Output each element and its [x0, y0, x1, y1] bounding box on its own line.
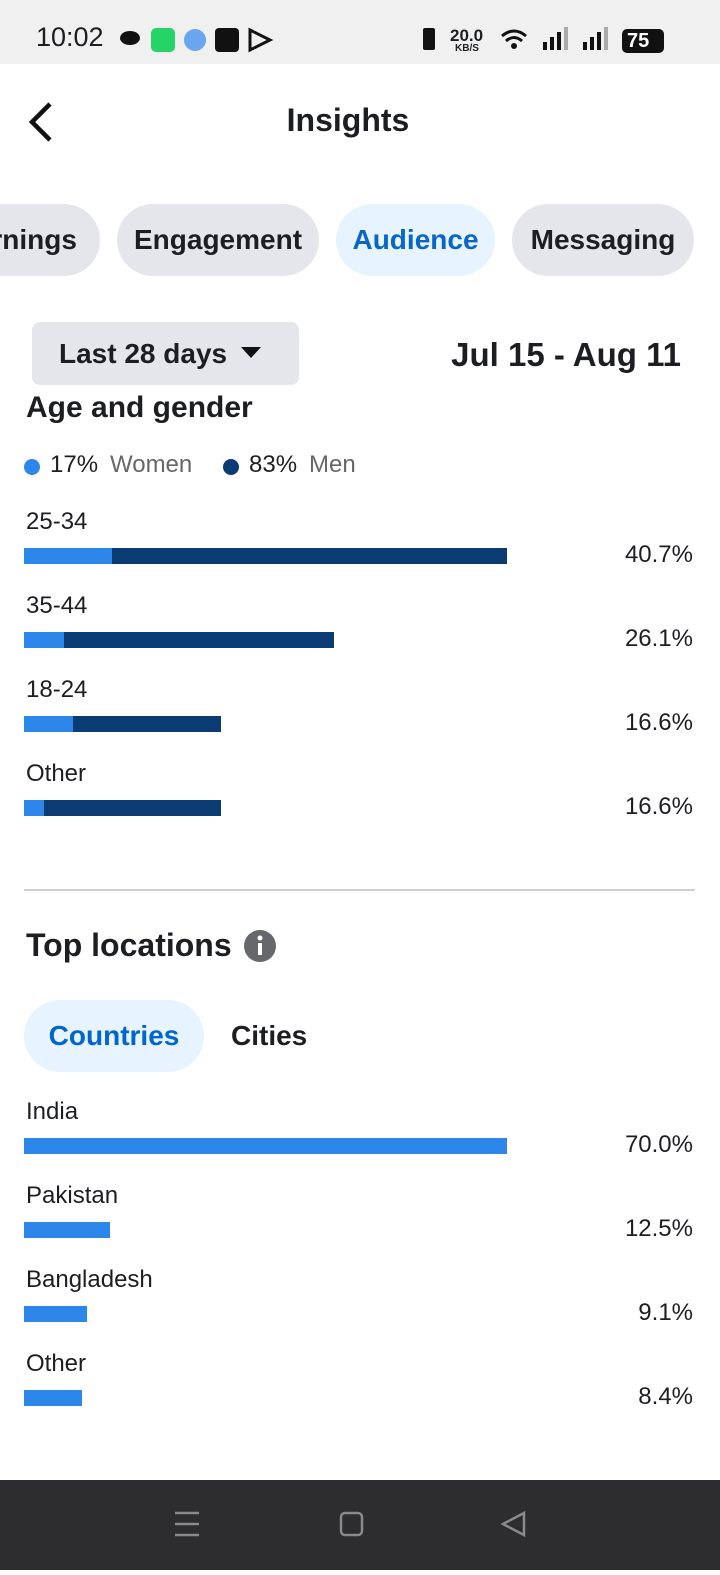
tab[interactable]: Engagement: [117, 204, 319, 276]
net-speed: 20.0: [450, 26, 484, 45]
location-tab[interactable]: Countries: [24, 1000, 204, 1072]
bar-women: [24, 632, 65, 648]
bar: [24, 1306, 87, 1322]
status-bar: 10:02 20.0 KB/S 75: [0, 0, 720, 64]
system-icons: [423, 27, 608, 50]
row-label: India: [26, 1098, 79, 1125]
bar: [24, 632, 334, 648]
row-label: Bangladesh: [26, 1266, 153, 1293]
bar: [24, 800, 221, 816]
row-label: 18-24: [26, 676, 88, 703]
tab-active[interactable]: Audience: [336, 204, 495, 276]
battery: 75: [622, 29, 664, 53]
value-label: 70.0%: [624, 1131, 693, 1158]
header: Insights Earnings Engagement Audience Me…: [0, 64, 720, 395]
bar-women: [24, 548, 112, 564]
content: Age and gender 17% Women 83% Men 25-34 40.7%…: [0, 395, 720, 1480]
legend-value: 17%: [50, 451, 99, 478]
row-label: Pakistan: [26, 1182, 119, 1209]
legend-label: Women: [110, 451, 193, 478]
row-label: Other: [26, 760, 87, 787]
notification-icons: [120, 27, 274, 53]
section-title: Top locations: [26, 927, 232, 963]
value-label: 16.6%: [624, 793, 693, 820]
row-label: 35-44: [26, 592, 88, 619]
legend: 17% Women 83% Men: [24, 451, 624, 481]
row-label: Other: [26, 1350, 87, 1377]
value-label: 40.7%: [624, 541, 693, 568]
date-range: Jul 15 - Aug 11: [451, 336, 681, 373]
nav-bar: [0, 1480, 720, 1570]
period-dropdown[interactable]: Last 28 days: [32, 322, 299, 385]
value-label: 8.4%: [638, 1383, 693, 1410]
location-tab[interactable]: Cities: [231, 1020, 308, 1051]
legend-value: 83%: [249, 451, 298, 478]
legend-label: Men: [309, 451, 356, 478]
divider: [24, 889, 695, 891]
tab[interactable]: Messaging: [512, 204, 694, 276]
bar: [24, 716, 221, 732]
info-icon[interactable]: [243, 929, 277, 963]
back-button[interactable]: [24, 100, 60, 144]
bar: [24, 1138, 507, 1154]
value-label: 16.6%: [624, 709, 693, 736]
bar-women: [24, 800, 45, 816]
bar: [24, 1222, 111, 1238]
page-title: Insights: [286, 102, 410, 138]
legend-dot: [24, 459, 40, 475]
bar: [24, 548, 507, 564]
caret: [241, 347, 261, 358]
value-label: 9.1%: [638, 1299, 693, 1326]
value-label: 12.5%: [624, 1215, 693, 1242]
section-title: Age and gender: [26, 395, 253, 424]
tab[interactable]: Earnings: [0, 204, 100, 276]
row-label: 25-34: [26, 508, 88, 535]
bar: [24, 1390, 82, 1406]
clock: 10:02: [36, 22, 104, 52]
nav-icons: [175, 1510, 526, 1538]
bar-women: [24, 716, 73, 732]
legend-dot: [223, 459, 239, 475]
value-label: 26.1%: [624, 625, 693, 652]
net-speed-unit: KB/S: [455, 43, 479, 54]
period: Last 28 days: [59, 338, 228, 369]
